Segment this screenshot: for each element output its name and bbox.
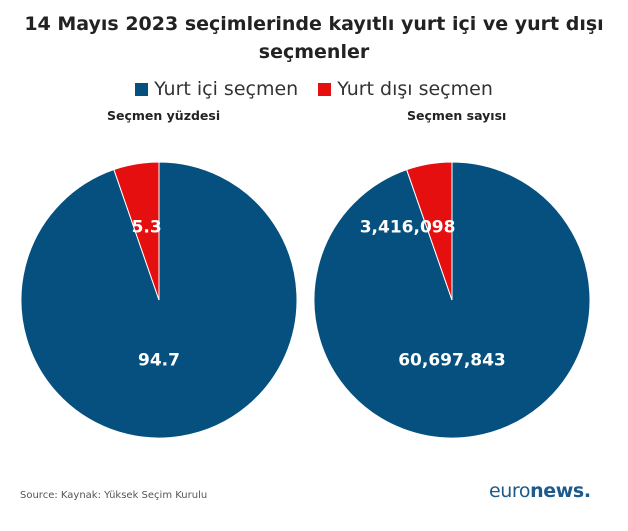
pie-title-count: Seçmen sayısı [407,108,507,123]
chart-title: 14 Mayıs 2023 seçimlerinde kayıtlı yurt … [24,13,604,63]
pie-percentage-label-domestic: 94.7 [138,350,180,370]
legend-swatch-domestic [135,82,149,96]
pie-title-percentage: Seçmen yüzdesi [107,108,221,123]
legend-item-domestic: Yurt içi seçmen [135,78,298,100]
pie-count-label-domestic: 60,697,843 [398,350,506,370]
pie-percentage-label-abroad: 5.3 [132,218,162,238]
legend-label-abroad: Yurt dışı seçmen [337,78,493,100]
legend-label-domestic: Yurt içi seçmen [154,78,299,100]
pie-count-slice-abroad [406,161,453,301]
legend-swatch-abroad [318,82,332,96]
legend-item-abroad: Yurt dışı seçmen [318,78,493,100]
legend: Yurt içi seçmen Yurt dışı seçmen [0,78,628,101]
pie-percentage-slice-abroad [113,161,160,301]
euronews-logo: euronews. [489,480,591,502]
source-note: Source: Kaynak: Yüksek Seçim Kurulu [20,490,208,501]
pie-count-label-abroad: 3,416,098 [360,218,456,238]
